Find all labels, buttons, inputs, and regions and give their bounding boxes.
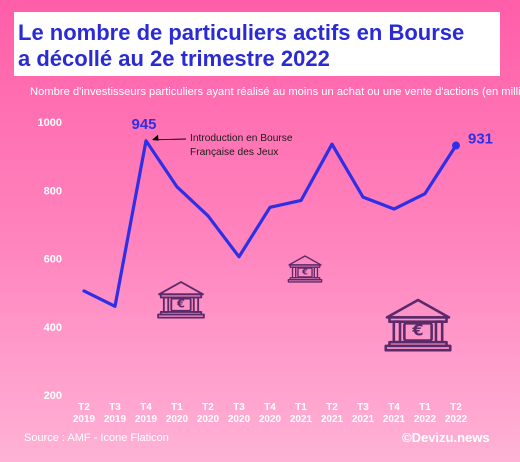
chart-title-line-2: a décollé au 2e trimestre 2022 xyxy=(18,46,330,71)
annotation-group: Introduction en Bourse Française des Jeux xyxy=(152,133,293,158)
x-tick-label: T4 2021 xyxy=(383,402,406,425)
data-labels: 945 931 xyxy=(131,116,493,148)
brand-mark: ©Devizu.news xyxy=(402,430,490,445)
x-tick-label: T4 2019 xyxy=(135,402,158,425)
title-box xyxy=(14,12,500,76)
y-tick-label: 200 xyxy=(44,390,62,402)
x-tick-label: T3 2021 xyxy=(352,402,375,425)
data-label: 931 xyxy=(468,131,493,148)
x-axis-ticks: T2 2019 T3 2019 T4 2019 T1 2020 T2 2020 T3 2020 T4 20… xyxy=(73,402,468,425)
y-axis-ticks: 200 400 600 800 1000 xyxy=(38,117,62,402)
x-tick-label: T1 2021 xyxy=(290,402,313,425)
svg-text:€: € xyxy=(176,296,185,310)
x-tick-label: T1 2020 xyxy=(166,402,189,425)
bank-icons: € € € xyxy=(157,255,452,352)
y-tick-label: 800 xyxy=(44,185,62,197)
data-label: 945 xyxy=(131,116,156,133)
annotation-text: Française des Jeux xyxy=(190,147,278,158)
svg-text:€: € xyxy=(301,266,308,276)
x-tick-label: T2 2021 xyxy=(321,402,344,425)
end-marker xyxy=(452,141,460,150)
bank-icon: € xyxy=(157,281,205,319)
annotation-arrow xyxy=(152,138,187,141)
x-tick-label: T3 2020 xyxy=(228,402,251,425)
bank-icon: € xyxy=(384,298,452,352)
x-tick-label: T1 2022 xyxy=(414,402,437,425)
source-note: Source : AMF - Icone Flaticon xyxy=(24,432,169,444)
svg-text:€: € xyxy=(411,321,423,340)
x-tick-label: T2 2022 xyxy=(445,402,468,425)
y-tick-label: 600 xyxy=(44,254,62,266)
x-tick-label: T3 2019 xyxy=(104,402,127,425)
x-tick-label: T2 2020 xyxy=(197,402,220,425)
chart-title-line-1: Le nombre de particuliers actifs en Bour… xyxy=(18,20,465,45)
y-tick-label: 1000 xyxy=(38,117,62,129)
bank-icon: € xyxy=(287,255,323,283)
series-group xyxy=(82,139,460,308)
annotation-text: Introduction en Bourse xyxy=(190,133,293,144)
y-tick-label: 400 xyxy=(44,322,62,334)
x-tick-label: T2 2019 xyxy=(73,402,96,425)
annotation-arrowhead xyxy=(152,134,159,141)
chart-subtitle: Nombre d'investisseurs particuliers ayan… xyxy=(30,86,520,98)
series-line xyxy=(82,139,458,308)
x-tick-label: T4 2020 xyxy=(259,402,282,425)
